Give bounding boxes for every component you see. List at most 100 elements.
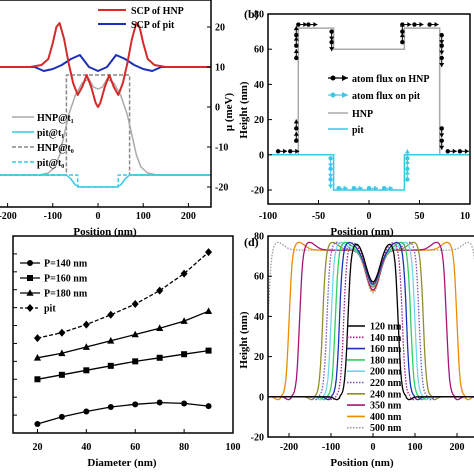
atom-flux-hnp-arrow-head — [313, 22, 318, 28]
atom-flux-hnp-arrow-marker — [445, 149, 450, 154]
y-tick-label: -20 — [251, 186, 264, 197]
data-point — [58, 328, 66, 337]
x-tick-label: 60 — [130, 442, 140, 453]
y-tick-label: 0 — [215, 103, 220, 114]
series-line-pit — [268, 154, 470, 191]
panel-c-legend: P=140 nm P=160 nm P=180 nm pit — [20, 259, 88, 315]
y-tick-label: 20 — [254, 352, 264, 363]
y-tick-label: 40 — [254, 312, 264, 323]
legend-label: 500 nm — [370, 423, 402, 434]
legend-label: P=160 nm — [44, 274, 88, 285]
atom-flux-hnp-arrow-marker — [288, 149, 293, 154]
legend-label: HNP@t₁ — [37, 113, 74, 124]
legend-arrowhead — [342, 75, 348, 81]
data-point — [82, 320, 90, 329]
data-point — [181, 400, 188, 407]
series-line-p-180-nm — [37, 310, 209, 359]
x-tick-label: -100 — [44, 211, 62, 222]
series-line-p-160-nm — [37, 349, 209, 380]
atom-flux-hnp-arrow-head — [419, 22, 424, 28]
data-point — [156, 286, 164, 295]
legend-arrowhead — [342, 92, 348, 98]
legend-label: atom flux on pit — [352, 91, 421, 102]
data-point — [131, 330, 139, 338]
legend-label: HNP@t₀ — [37, 143, 74, 154]
data-point — [156, 399, 163, 406]
atom-flux-hnp-arrow-marker — [329, 39, 334, 45]
x-tick-label: 0 — [96, 211, 101, 222]
data-point — [58, 371, 65, 378]
data-point — [132, 358, 139, 365]
atom-flux-hnp-arrow-marker — [275, 149, 281, 154]
series-line-hnp-t- — [0, 78, 211, 176]
atom-flux-hnp-arrow-head — [439, 50, 445, 55]
atom-flux-pit-arrow-head — [404, 170, 410, 175]
data-point — [33, 334, 41, 343]
x-tick-label: 10 — [460, 211, 470, 222]
x-tick-label: 100 — [226, 442, 241, 453]
legend-label: 240 nm — [370, 389, 402, 400]
atom-flux-pit-arrow-head — [389, 185, 394, 191]
legend-label: 140 nm — [370, 333, 402, 344]
legend-label: SCP of pit — [131, 20, 175, 31]
y-tick-label: 60 — [254, 272, 264, 283]
atom-flux-pit-arrow-marker — [328, 177, 333, 182]
legend-marker — [27, 260, 33, 266]
atom-flux-hnp-arrow-head — [303, 22, 308, 28]
data-point — [205, 248, 213, 257]
y-tick-label: 10 — [215, 63, 225, 74]
data-point — [34, 421, 41, 428]
data-point — [83, 367, 90, 374]
data-point — [132, 401, 139, 408]
atom-flux-hnp-arrow-head — [439, 145, 445, 150]
panel-b-xlabel: Position (nm) — [330, 226, 394, 238]
y-tick-label: 20 — [215, 23, 225, 34]
atom-flux-pit-arrow-marker — [366, 186, 372, 191]
y-tick-label: 80 — [254, 232, 264, 243]
legend-label: 180 nm — [370, 355, 402, 366]
data-point — [58, 349, 66, 357]
panel-c-xlabel: Diameter (nm) — [87, 457, 156, 469]
atom-flux-hnp-arrow-marker — [439, 43, 444, 48]
panel-d-label: (d) — [244, 235, 259, 249]
panel-a-legend-bottom: HNP@t₁ pit@t₁ HNP@t₀ pit@t₀ — [12, 113, 74, 169]
data-point — [107, 336, 115, 344]
legend-label: SCP of HNP — [131, 6, 184, 17]
atom-flux-pit-arrow-marker — [328, 156, 333, 161]
panel-d-xlabel: Position (nm) — [330, 457, 394, 469]
data-point — [205, 347, 212, 354]
atom-flux-hnp-arrow-head — [329, 47, 335, 52]
panel-a-legend-top: SCP of HNP SCP of pit — [98, 6, 184, 31]
data-point — [82, 343, 90, 350]
series-line-p-140-nm — [37, 401, 209, 425]
atom-flux-pit-arrow-head — [404, 159, 410, 164]
atom-flux-hnp-arrow-marker — [439, 55, 444, 61]
panel-a-xlabel: Position (nm) — [73, 226, 137, 238]
data-point — [58, 413, 65, 420]
atom-flux-hnp-arrow-head — [399, 33, 405, 38]
atom-flux-pit-arrow-head — [328, 184, 334, 189]
atom-flux-hnp-arrow-marker — [439, 32, 444, 38]
series-line-hnp — [268, 27, 470, 156]
series-line-pit — [37, 251, 210, 339]
panel-c-frame — [12, 235, 234, 434]
data-point — [107, 404, 114, 411]
panel-d-ylabel: Height (nm) — [238, 311, 250, 368]
legend-marker — [26, 289, 34, 296]
data-point — [83, 408, 90, 415]
x-tick-label: -200 — [0, 211, 17, 222]
atom-flux-hnp-arrow-marker — [294, 138, 299, 143]
atom-flux-hnp-arrow-head — [407, 22, 412, 28]
panel-a-ylabel: μ (meV) — [223, 93, 235, 132]
legend-marker — [27, 275, 33, 281]
series-line-500-nm — [268, 241, 474, 323]
y-tick-label: 20 — [254, 115, 264, 126]
y-tick-label: -10 — [215, 143, 228, 154]
atom-flux-hnp-arrow-head — [464, 148, 469, 154]
atom-flux-hnp-arrow-marker — [296, 22, 301, 27]
atom-flux-pit-arrow-marker — [328, 166, 333, 172]
atom-flux-hnp-arrow-marker — [457, 149, 463, 154]
atom-flux-hnp-arrow-head — [293, 26, 299, 31]
atom-flux-pit-arrow-marker — [351, 186, 357, 191]
x-tick-label: 200 — [450, 442, 465, 453]
